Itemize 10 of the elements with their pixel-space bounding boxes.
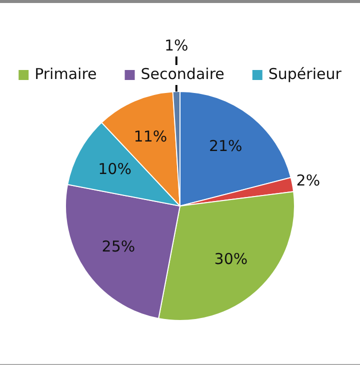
data-label: 2% [296,171,320,190]
data-label: 11% [134,128,168,146]
data-label: 21% [208,137,242,156]
data-label: 30% [214,250,248,268]
data-label: 10% [98,160,132,178]
legend-label: Supérieur [268,64,342,83]
legend-label: Primaire [34,64,97,83]
legend-label: Secondaire [140,64,224,83]
data-label: 25% [102,238,136,256]
data-label: 1% [164,36,188,54]
